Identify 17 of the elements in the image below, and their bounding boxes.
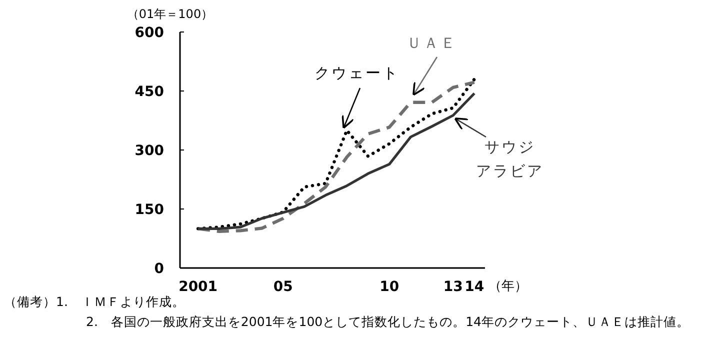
legend-label: サウジアラビア [476, 138, 544, 180]
text: 2. 各国の一般政府支出を2001年を100として指数化したもの。14年のクウェート、ＵＡＥは推計値。 [86, 314, 690, 329]
x-axis-title: （年） [488, 279, 528, 294]
x-tick-label: 13 [443, 279, 463, 295]
x-tick-label: 05 [273, 279, 293, 295]
y-axis-title: （01年＝100） [126, 7, 214, 21]
text: ＵＡＥ [406, 34, 458, 52]
text: （備考）1. ＩＭＦより作成。 [4, 294, 185, 309]
x-tick-label: 10 [380, 279, 400, 295]
y-tick-label: 450 [134, 84, 164, 100]
text: クウェート [314, 64, 400, 82]
x-tick-label: 2001 [178, 279, 218, 295]
y-tick-label: 600 [134, 24, 164, 41]
y-tick-label: 150 [134, 202, 164, 218]
y-tick-label: 300 [134, 142, 164, 159]
x-tick-label: 14 [464, 279, 484, 295]
y-tick-label: 0 [154, 260, 164, 277]
